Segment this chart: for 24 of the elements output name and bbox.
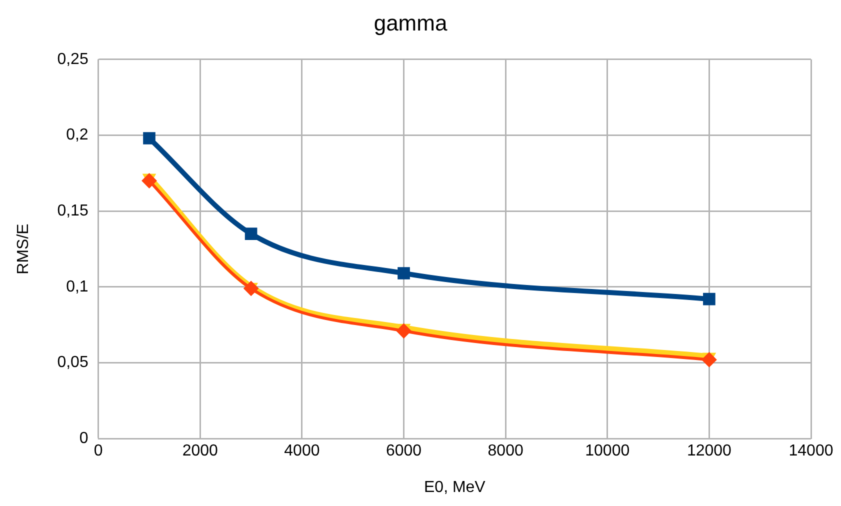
chart-title: gamma bbox=[374, 10, 448, 36]
point bbox=[244, 228, 258, 240]
x-tick-label: 12000 bbox=[686, 442, 732, 460]
x-tick-label: 6000 bbox=[386, 442, 422, 460]
x-tick-label: 0 bbox=[94, 442, 103, 460]
point bbox=[142, 173, 157, 188]
x-tick-label: 8000 bbox=[488, 442, 524, 460]
y-axis-title: RMS/E bbox=[15, 224, 32, 274]
point bbox=[702, 352, 717, 368]
x-tick-label: 2000 bbox=[182, 442, 218, 460]
x-tick-label: 14000 bbox=[788, 442, 834, 460]
x-tick-label: 4000 bbox=[284, 442, 320, 460]
x-tick-label: 10000 bbox=[585, 442, 630, 460]
y-tick-label: 0,25 bbox=[57, 50, 88, 68]
y-tick-label: 0 bbox=[79, 430, 88, 448]
y-tick-label: 0,05 bbox=[57, 354, 88, 372]
point bbox=[143, 132, 156, 144]
y-tick-label: 0,15 bbox=[57, 202, 88, 220]
point bbox=[396, 323, 412, 338]
point bbox=[703, 292, 716, 306]
y-tick-label: 0,2 bbox=[66, 126, 88, 144]
point bbox=[398, 267, 410, 280]
x-axis-title: E0, MeV bbox=[424, 478, 486, 496]
y-tick-label: 0,1 bbox=[66, 278, 88, 296]
